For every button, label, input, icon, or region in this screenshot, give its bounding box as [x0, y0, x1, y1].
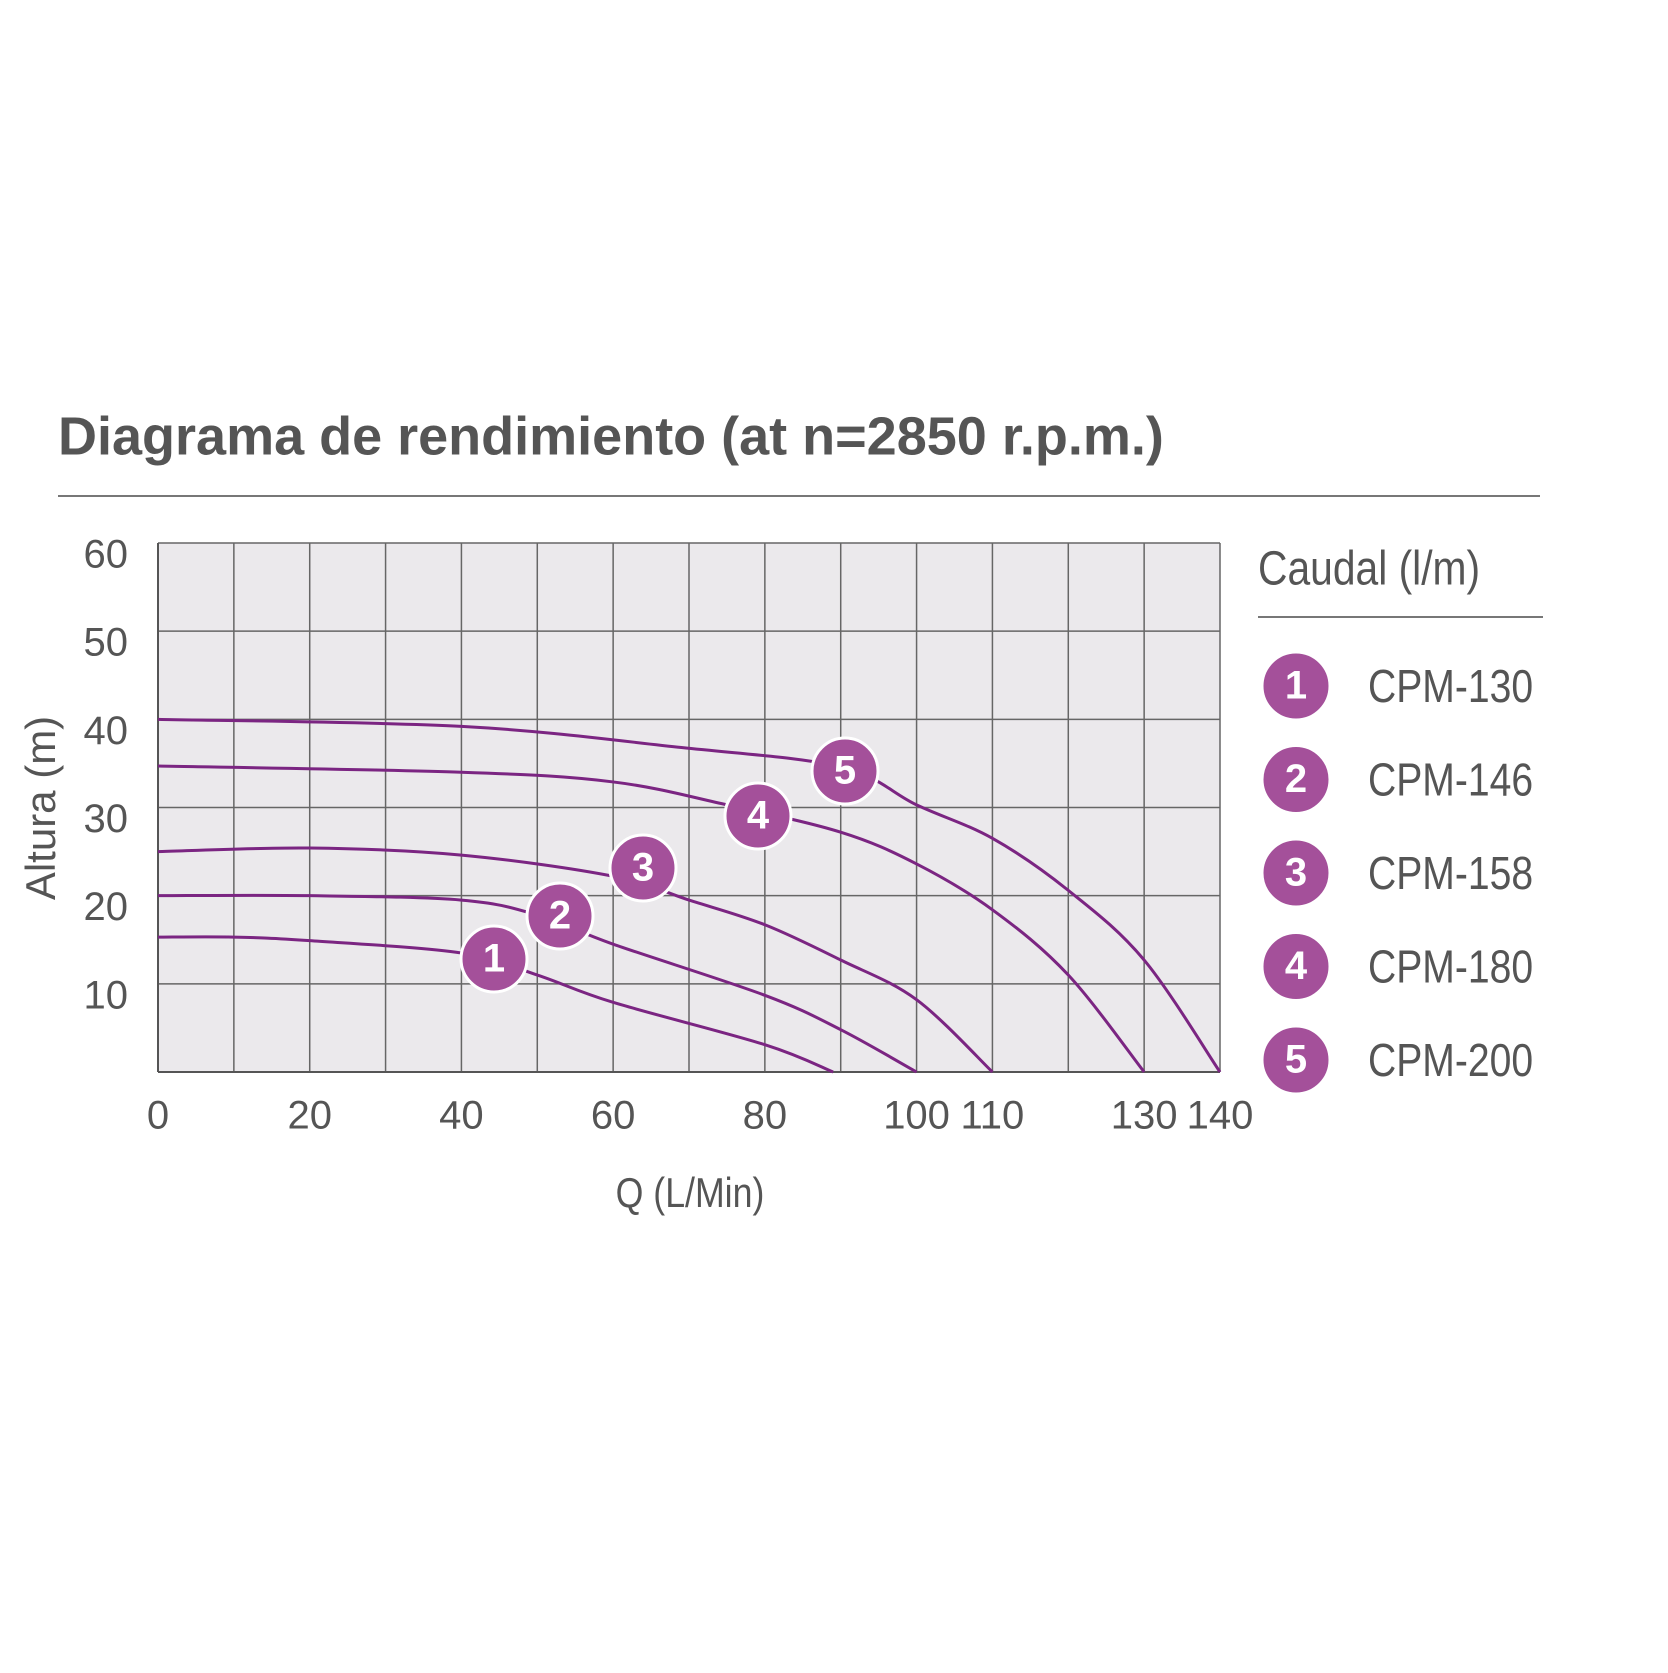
y-tick-label: 20 [84, 885, 129, 929]
y-tick-label: 30 [84, 797, 129, 841]
badge-label: 3 [1285, 851, 1307, 895]
badge [1260, 837, 1332, 909]
legend-title: Caudal (l/m) [1258, 543, 1480, 596]
badge-label: 2 [549, 894, 571, 938]
y-tick-label: 10 [84, 973, 129, 1017]
badge [1260, 931, 1332, 1002]
series-line [157, 717, 1222, 1073]
badge [459, 924, 529, 994]
y-tick-label: 40 [84, 709, 129, 753]
badge-label: 3 [632, 846, 654, 890]
badge [1260, 1024, 1332, 1096]
legend-label: CPM-130 [1368, 661, 1533, 713]
badge-label: 4 [1285, 944, 1308, 988]
x-axis-label: Q (L/Min) [616, 1170, 765, 1216]
x-tick-label: 80 [743, 1094, 788, 1138]
badge [608, 833, 678, 903]
x-tick-label: 40 [439, 1094, 484, 1138]
badge-label: 1 [1285, 664, 1307, 708]
badge-label: 5 [1285, 1038, 1307, 1082]
x-tick-label: 110 [961, 1094, 1025, 1138]
x-tick-label: 140 [1187, 1094, 1254, 1138]
legend-label: CPM-200 [1368, 1035, 1533, 1087]
y-tick-label: 60 [84, 533, 129, 577]
y-tick-label: 50 [84, 621, 129, 665]
legend-label: CPM-146 [1368, 755, 1533, 807]
legend-label: CPM-180 [1368, 942, 1533, 994]
chart-title: Diagrama de rendimiento (at n=2850 r.p.m… [58, 406, 1164, 466]
y-axis-label: Altura (m) [17, 716, 64, 900]
badge-label: 1 [483, 937, 505, 981]
badge-label: 2 [1285, 757, 1307, 801]
badge-label: 5 [834, 749, 856, 793]
badge [525, 881, 595, 951]
badge [723, 781, 793, 851]
badge [810, 736, 880, 806]
x-tick-label: 20 [287, 1094, 332, 1138]
badge [1260, 650, 1332, 722]
badge [1260, 744, 1332, 815]
legend-label: CPM-158 [1368, 848, 1533, 900]
badge-label: 4 [747, 794, 770, 838]
x-tick-label: 60 [591, 1094, 636, 1138]
series-line [157, 764, 1146, 1073]
x-tick-label: 0 [147, 1094, 169, 1138]
x-tick-label: 100 [883, 1094, 950, 1138]
x-tick-label: 130 [1111, 1094, 1178, 1138]
